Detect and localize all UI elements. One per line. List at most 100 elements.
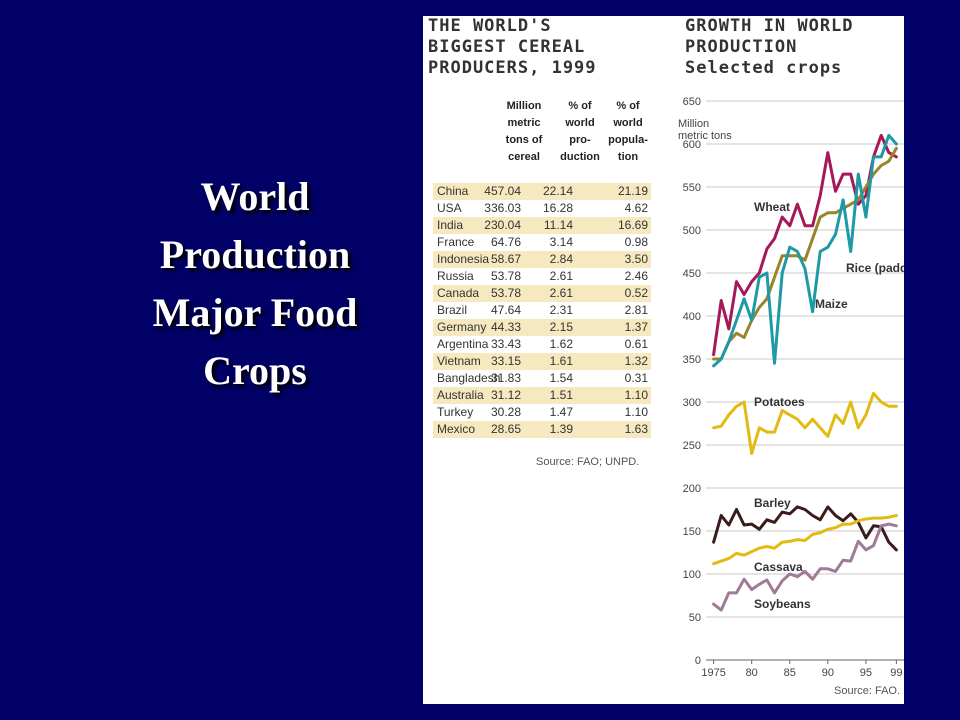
value-cell: 33.43 xyxy=(490,337,521,351)
chart-source: Source: FAO. xyxy=(834,685,901,697)
chart-series xyxy=(712,133,898,612)
chart-axes: 0 50 100 150 200 250 300 350 400 450 500 550 600 650 1… xyxy=(683,96,903,679)
series-line-cassava xyxy=(712,514,898,566)
table-row: Brazil 47.64 2.31 2.81 xyxy=(433,302,651,319)
table-row: Turkey 30.28 1.47 1.10 xyxy=(433,404,651,421)
table-heading-line: THE WORLD'S xyxy=(428,16,552,36)
table-row: Indonesia 58.67 2.84 3.50 xyxy=(433,251,651,268)
value-cell: 11.14 xyxy=(543,218,573,232)
value-cell: 457.04 xyxy=(484,184,521,198)
table-heading-line: PRODUCERS, 1999 xyxy=(428,58,597,78)
country-cell: Canada xyxy=(437,286,480,300)
value-cell: 336.03 xyxy=(484,201,521,215)
y-tick-label: 50 xyxy=(689,612,701,624)
value-cell: 2.31 xyxy=(549,303,573,317)
table-row: Australia 31.12 1.51 1.10 xyxy=(433,387,651,404)
table-row: Vietnam 33.15 1.61 1.32 xyxy=(433,353,651,370)
table-row: Germany 44.33 2.15 1.37 xyxy=(433,319,651,336)
table-row: Mexico 28.65 1.39 1.63 xyxy=(433,421,651,438)
series-label-potatoes: Potatoes xyxy=(754,395,805,409)
x-tick-label: 99 xyxy=(890,667,902,679)
value-cell: 0.61 xyxy=(624,337,648,351)
value-cell: 1.32 xyxy=(624,354,648,368)
y-tick-label: 400 xyxy=(683,311,701,323)
value-cell: 1.47 xyxy=(549,405,573,419)
country-cell: Vietnam xyxy=(437,354,481,368)
country-cell: USA xyxy=(437,201,462,215)
x-tick-label: 85 xyxy=(784,667,796,679)
value-cell: 3.14 xyxy=(549,235,573,249)
series-label-barley: Barley xyxy=(754,496,791,510)
x-tick-label: 80 xyxy=(746,667,758,679)
series-line-potatoes xyxy=(712,391,898,456)
country-cell: Germany xyxy=(437,320,487,334)
column-header-line: % of xyxy=(568,100,592,112)
table-row: Canada 53.78 2.61 0.52 xyxy=(433,285,651,302)
value-cell: 44.33 xyxy=(490,320,521,334)
value-cell: 28.65 xyxy=(490,422,521,436)
series-label-cassava: Cassava xyxy=(754,560,803,574)
value-cell: 1.10 xyxy=(624,388,648,402)
chart-grid xyxy=(706,100,904,661)
value-cell: 1.54 xyxy=(549,371,573,385)
table-row: Bangladesh 31.83 1.54 0.31 xyxy=(433,370,651,387)
value-cell: 47.64 xyxy=(490,303,521,317)
value-cell: 53.78 xyxy=(490,286,521,300)
country-cell: Bangladesh xyxy=(437,371,501,385)
table-row: Russia 53.78 2.61 2.46 xyxy=(433,268,651,285)
value-cell: 58.67 xyxy=(490,252,521,266)
value-cell: 4.62 xyxy=(624,201,648,215)
y-tick-label: 350 xyxy=(683,354,701,366)
value-cell: 230.04 xyxy=(484,218,521,232)
country-cell: Turkey xyxy=(437,405,474,419)
country-cell: Argentina xyxy=(437,337,489,351)
value-cell: 1.63 xyxy=(624,422,648,436)
value-cell: 2.61 xyxy=(549,286,573,300)
value-cell: 21.19 xyxy=(617,184,648,198)
production-line-chart: Million metric tons 0 50 100 150 200 250 300 35… xyxy=(678,96,904,679)
column-header-line: duction xyxy=(560,151,600,163)
series-line-barley xyxy=(712,505,898,552)
y-tick-label: 200 xyxy=(683,483,701,495)
y-axis-label: Million xyxy=(678,118,709,130)
country-cell: Brazil xyxy=(437,303,468,317)
x-tick-label: 1975 xyxy=(701,667,725,679)
column-header-population: % of world popula- tion xyxy=(605,98,651,166)
slide-title-line: Major Food xyxy=(152,290,358,335)
column-header-line: tion xyxy=(617,151,639,163)
chart-heading-line: PRODUCTION xyxy=(685,37,798,57)
country-cell: Australia xyxy=(437,388,484,402)
table-row: China 457.04 22.14 21.19 xyxy=(433,183,651,200)
value-cell: 2.61 xyxy=(549,269,573,283)
chart-heading-line: Selected crops xyxy=(685,58,843,78)
series-line-maize xyxy=(712,133,898,368)
value-cell: 2.81 xyxy=(624,303,648,317)
country-cell: France xyxy=(437,235,475,249)
slide-title-line: Crops xyxy=(203,348,307,393)
value-cell: 0.31 xyxy=(624,371,648,385)
column-header-cereal: Million metric tons of cereal xyxy=(500,98,548,166)
y-tick-label: 150 xyxy=(683,526,701,538)
y-tick-label: 100 xyxy=(683,569,701,581)
table-row: India 230.04 11.14 16.69 xyxy=(433,217,651,234)
x-tick-label: 90 xyxy=(822,667,834,679)
value-cell: 16.69 xyxy=(617,218,648,232)
series-line-wheat xyxy=(712,133,898,357)
slide-title-line: World xyxy=(200,174,310,219)
y-tick-label: 650 xyxy=(683,96,701,108)
slide-title-line: Production xyxy=(159,232,351,277)
x-tick-label: 95 xyxy=(860,667,872,679)
y-tick-label: 550 xyxy=(683,182,701,194)
series-line-rice xyxy=(712,146,898,361)
chart-heading-line: GROWTH IN WORLD xyxy=(685,16,854,36)
value-cell: 2.84 xyxy=(549,252,573,266)
series-label-soybeans: Soybeans xyxy=(754,597,811,611)
value-cell: 3.50 xyxy=(624,252,648,266)
table-source: Source: FAO; UNPD. xyxy=(536,456,640,468)
value-cell: 16.28 xyxy=(542,201,573,215)
value-cell: 2.15 xyxy=(549,320,573,334)
value-cell: 1.10 xyxy=(624,405,648,419)
slide-title: World Production Major Food Crops xyxy=(95,168,415,400)
value-cell: 1.51 xyxy=(549,388,573,402)
value-cell: 2.46 xyxy=(624,269,648,283)
